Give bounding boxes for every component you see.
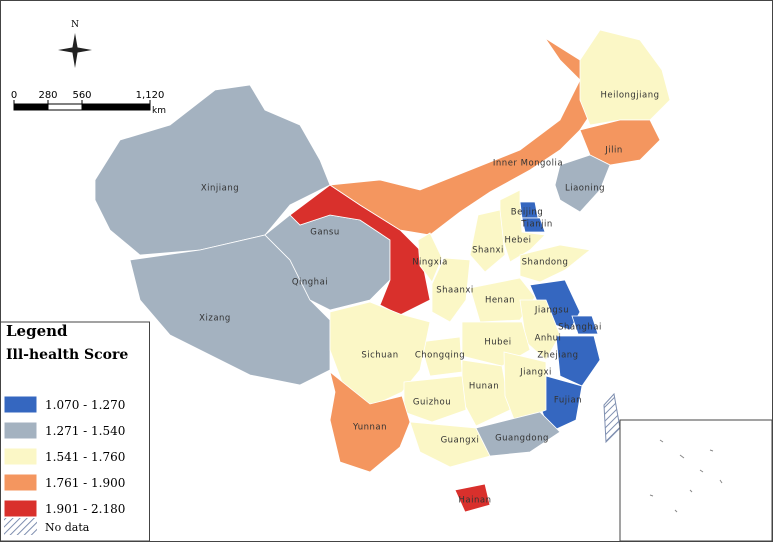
legend-swatch: [3, 421, 38, 440]
regions: Xinjiang Xizang Qinghai Gansu Inner Mongolia…: [94, 29, 671, 513]
region-label: Qinghai: [292, 278, 328, 288]
region-label: Tianjin: [520, 220, 553, 230]
scale-label: 1,120: [136, 90, 165, 101]
region-label: Fujian: [554, 396, 582, 406]
region-label: Hebei: [504, 236, 531, 246]
region-label: Anhui: [535, 334, 562, 344]
inset-box: [619, 419, 773, 542]
region-label: Guangdong: [495, 434, 549, 444]
region-label: Yunnan: [352, 423, 387, 433]
region-label: Jiangxi: [519, 368, 552, 378]
region-label: Guizhou: [413, 398, 451, 408]
region: [554, 154, 611, 213]
region-label: Inner Mongolia: [493, 159, 563, 169]
region: [571, 315, 599, 335]
scale-label: 280: [38, 90, 57, 101]
legend-swatch: [3, 395, 38, 414]
region-label: Shaanxi: [436, 286, 473, 296]
region: [475, 411, 561, 457]
legend-subtitle: Ill-health Score: [6, 347, 128, 363]
scale-unit: km: [152, 106, 166, 116]
legend-label: No data: [45, 521, 90, 534]
north-arrow: N: [58, 20, 92, 68]
inset-islands: [649, 439, 723, 513]
region-label: Xinjiang: [201, 184, 239, 194]
legend-swatch: [3, 473, 38, 492]
region-label: Jilin: [604, 146, 622, 156]
region: [94, 84, 331, 256]
region: [521, 217, 546, 233]
region-label: Sichuan: [361, 351, 398, 361]
region: [555, 335, 601, 387]
region: [409, 421, 491, 468]
region-label: Shanxi: [472, 246, 504, 256]
legend-label: 1.070 - 1.270: [45, 398, 125, 412]
region-label: Hainan: [459, 496, 492, 506]
region: [579, 29, 671, 126]
region-label: Shanghai: [558, 323, 602, 333]
legend-swatch: [3, 499, 38, 518]
scale-label: 560: [72, 90, 91, 101]
region-label: Hubei: [484, 338, 511, 348]
region-label: Zhejiang: [537, 351, 578, 361]
legend: Legend Ill-health Score 1.070 - 1.270 1.2…: [0, 321, 150, 542]
region: [329, 370, 411, 473]
legend-title: Legend: [6, 322, 68, 340]
region-label: Shandong: [522, 258, 569, 268]
region-label: Jiangsu: [534, 306, 569, 316]
region: [469, 209, 506, 273]
region-label: Ningxia: [412, 258, 448, 268]
region: [454, 483, 491, 513]
scale-label: 0: [11, 90, 17, 101]
scale-bar-segment: [14, 104, 48, 110]
scale-bar-segment: [82, 104, 150, 110]
legend-swatch: [3, 447, 38, 466]
region-label: Guangxi: [441, 436, 480, 446]
region-label: Chongqing: [415, 351, 465, 361]
legend-label: 1.901 - 2.180: [45, 502, 125, 516]
region-label: Hunan: [469, 382, 499, 392]
region: [431, 257, 471, 323]
region-label: Xizang: [199, 314, 231, 324]
legend-swatch-no-data: [4, 518, 37, 535]
legend-label: 1.271 - 1.540: [45, 424, 125, 438]
region-label: Liaoning: [565, 184, 605, 194]
scale-bar: 0 280 560 1,120 km: [11, 90, 166, 116]
region-label: Gansu: [310, 228, 340, 238]
region: [519, 244, 591, 283]
region-label: Beijing: [511, 208, 543, 218]
region: [417, 232, 443, 283]
region-label: Henan: [485, 296, 515, 306]
legend-label: 1.541 - 1.760: [45, 450, 125, 464]
north-label: N: [71, 20, 79, 30]
legend-label: 1.761 - 1.900: [45, 476, 125, 490]
region-label: Heilongjiang: [600, 91, 659, 101]
